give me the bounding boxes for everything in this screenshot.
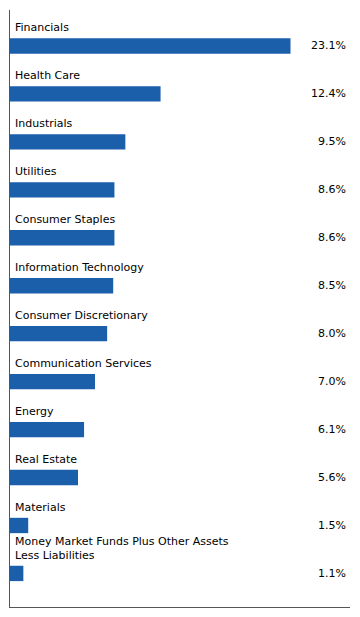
svg-text:Energy: Energy [15,405,54,418]
svg-text:5.6%: 5.6% [318,471,346,484]
svg-text:Consumer Staples: Consumer Staples [15,213,115,226]
svg-text:8.6%: 8.6% [318,231,346,244]
svg-text:Health Care: Health Care [15,69,80,82]
svg-text:8.5%: 8.5% [318,279,346,292]
svg-text:6.1%: 6.1% [318,423,346,436]
svg-text:Industrials: Industrials [15,117,73,130]
svg-text:Materials: Materials [15,501,66,514]
svg-text:Consumer Discretionary: Consumer Discretionary [15,309,148,322]
svg-text:Money Market Funds Plus Other: Money Market Funds Plus Other AssetsLess… [15,535,229,562]
svg-text:12.4%: 12.4% [311,87,346,100]
svg-text:Utilities: Utilities [15,165,57,178]
svg-text:Information Technology: Information Technology [15,261,144,274]
svg-text:Communication Services: Communication Services [15,357,152,370]
svg-text:1.1%: 1.1% [318,567,346,580]
svg-text:8.0%: 8.0% [318,327,346,340]
svg-text:Real Estate: Real Estate [15,453,77,466]
svg-text:7.0%: 7.0% [318,375,346,388]
svg-text:8.6%: 8.6% [318,183,346,196]
svg-text:9.5%: 9.5% [318,135,346,148]
svg-text:Financials: Financials [15,21,69,34]
svg-text:1.5%: 1.5% [318,519,346,532]
svg-text:23.1%: 23.1% [311,39,346,52]
